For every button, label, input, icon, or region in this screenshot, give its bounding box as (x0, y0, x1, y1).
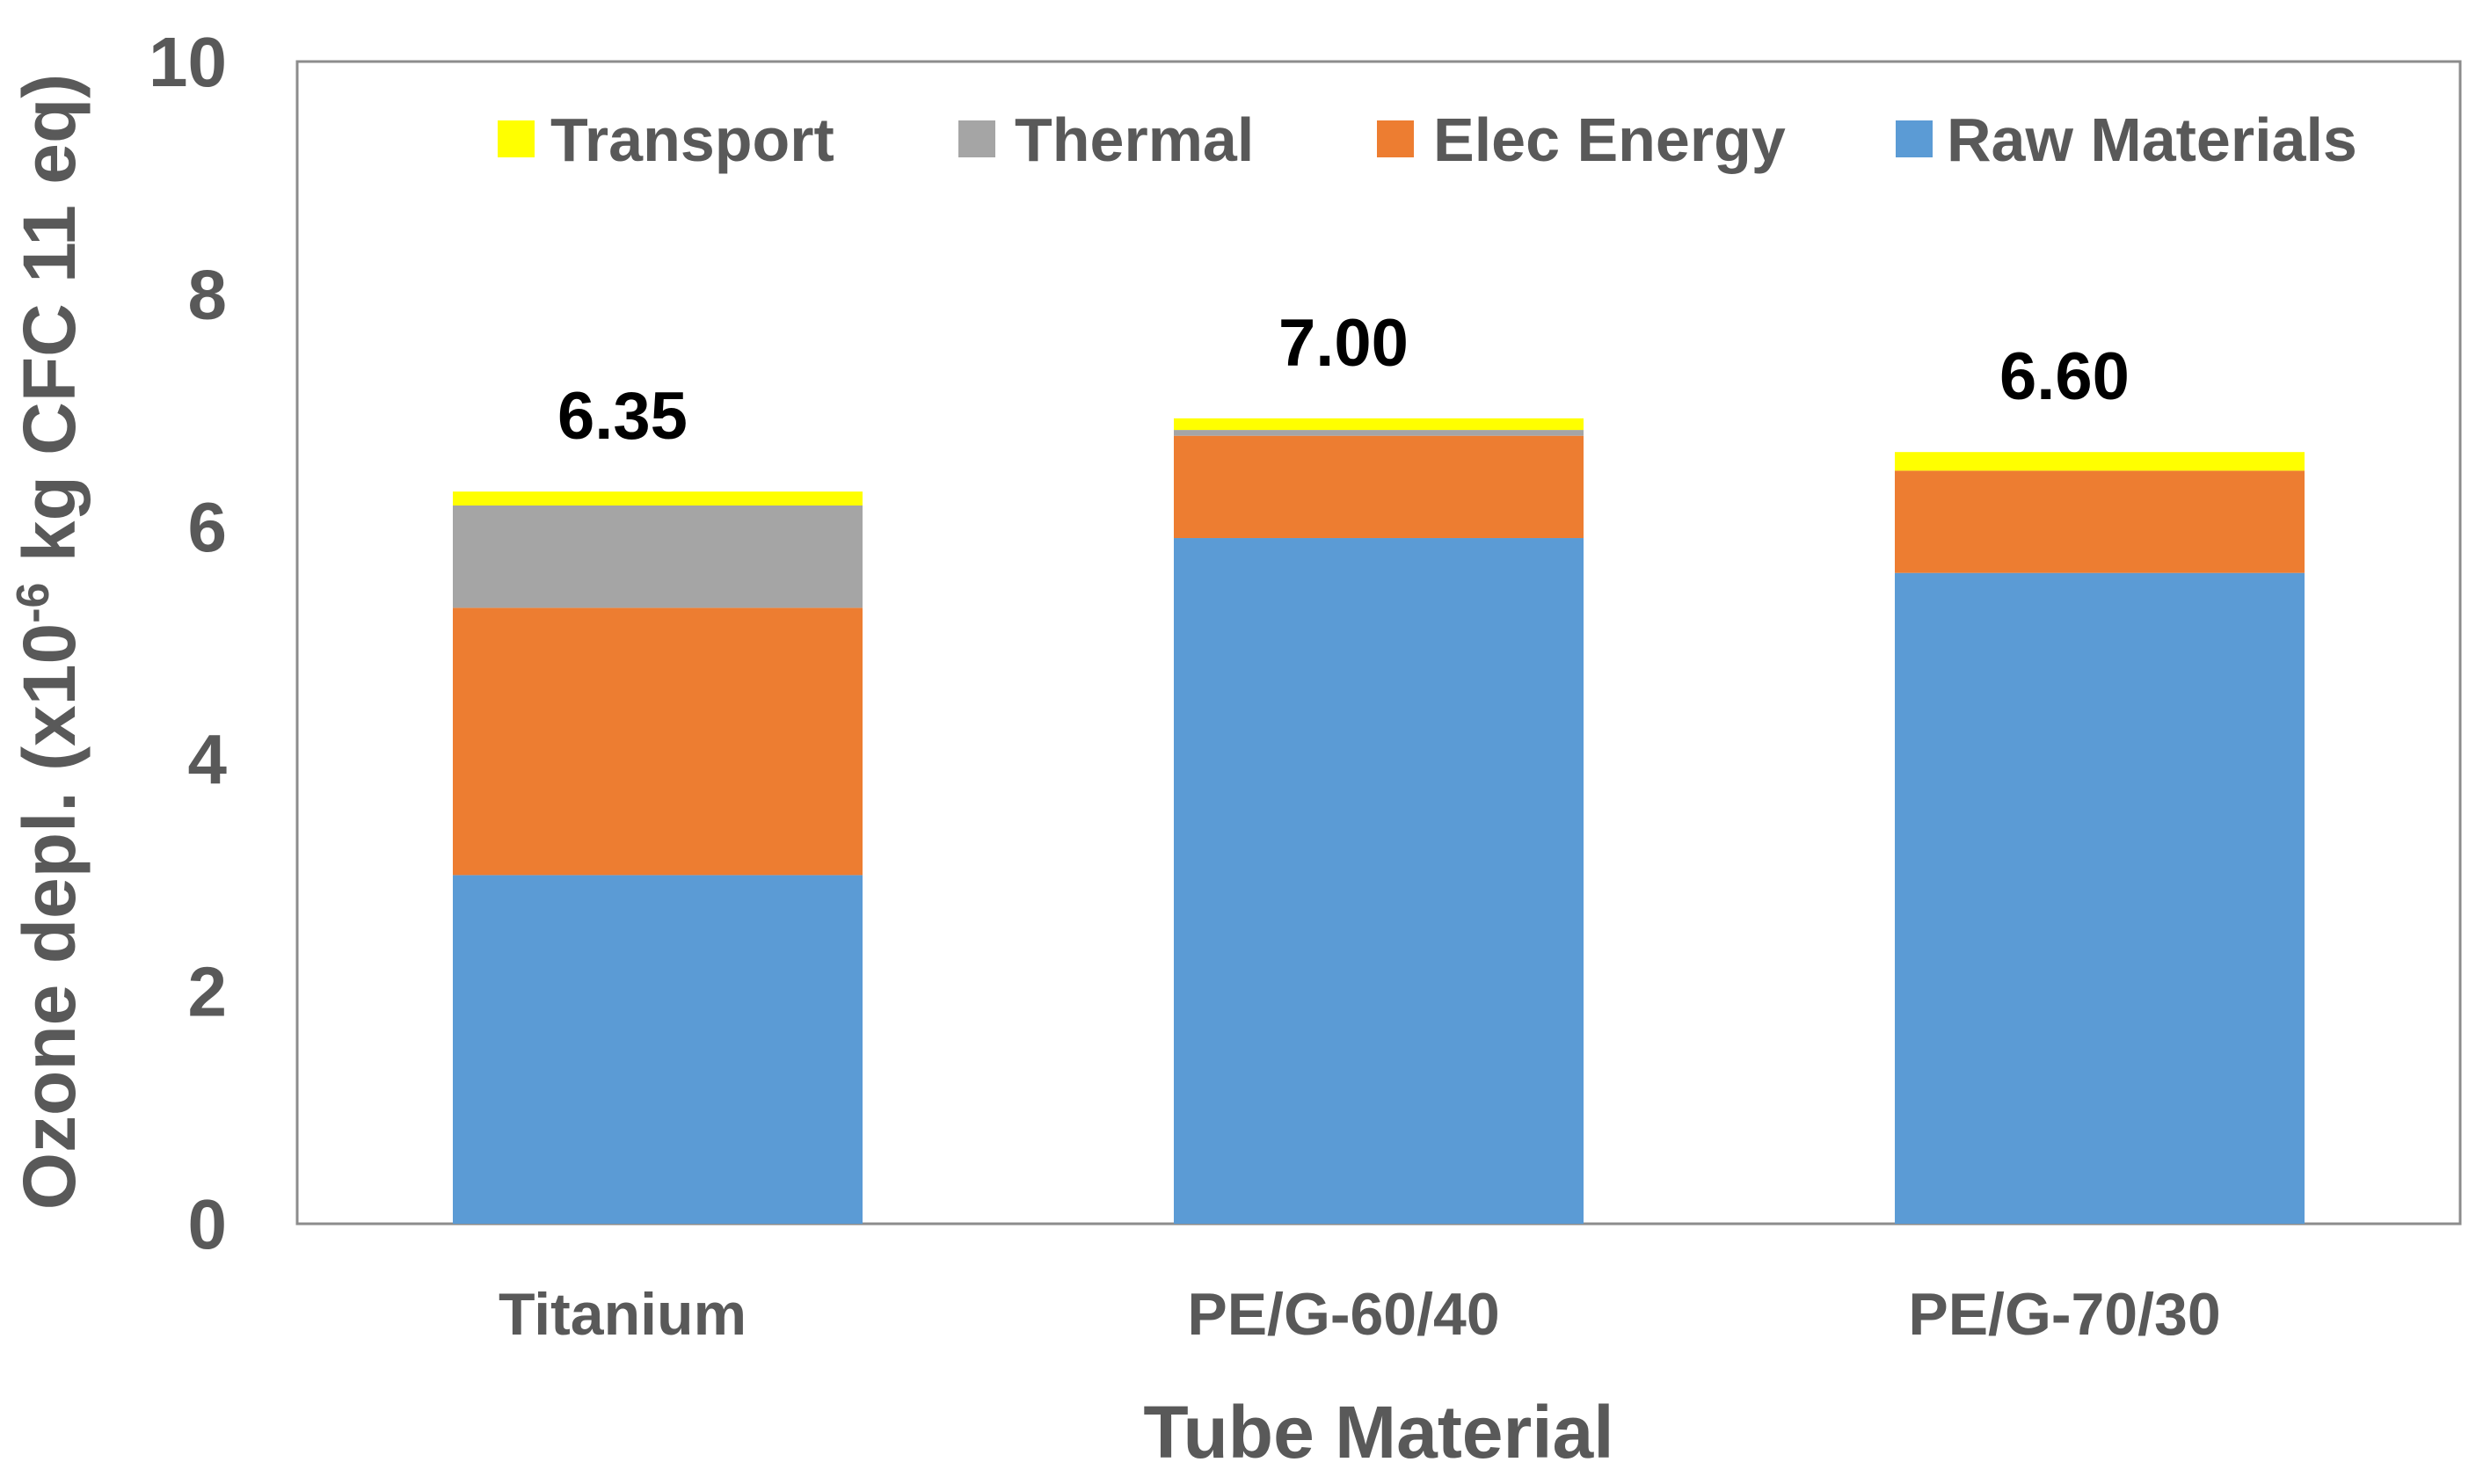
bar-total-label: 6.35 (557, 379, 688, 454)
x-category-label: Titanium (499, 1281, 746, 1348)
y-axis-title-main: Ozone depl. (x10 (8, 623, 91, 1211)
bar-segment-thermal (453, 506, 863, 608)
y-tick-label: 0 (188, 1185, 228, 1263)
legend: Transport Thermal Elec Energy Raw Materials (498, 105, 2357, 174)
y-axis-title-superscript: -6 (8, 583, 59, 623)
legend-label-transport: Transport (550, 105, 834, 174)
y-axis-ticks: 0 2 4 6 8 10 (149, 23, 227, 1263)
bar-segment-raw-materials (1895, 572, 2305, 1224)
bar-total-label: 6.60 (1999, 339, 2130, 414)
bar-segment-raw-materials (453, 875, 863, 1224)
y-axis-title-rest: kg CFC 11 eq) (8, 74, 91, 583)
legend-swatch-elec-energy (1377, 120, 1414, 157)
y-axis-title: Ozone depl. (x10-6 kg CFC 11 eq) (8, 74, 91, 1211)
y-tick-label: 4 (188, 720, 228, 798)
legend-swatch-transport (498, 120, 535, 157)
totals-layer: 6.35 7.00 6.60 (557, 306, 2130, 454)
x-category-label: PE/G-60/40 (1187, 1281, 1499, 1348)
x-axis-title: Tube Material (1143, 1391, 1613, 1473)
y-tick-label: 8 (188, 255, 228, 333)
y-tick-label: 2 (188, 953, 228, 1031)
y-tick-label: 6 (188, 488, 228, 566)
y-tick-label: 10 (149, 23, 227, 101)
bar-segment-raw-materials (1174, 538, 1584, 1224)
bar-segment-thermal (1174, 430, 1584, 436)
bar-segment-transport (1174, 418, 1584, 431)
bar-segment-transport (453, 491, 863, 506)
bar-total-label: 7.00 (1278, 306, 1409, 381)
x-axis-categories: Titanium PE/G-60/40 PE/G-70/30 (499, 1281, 2221, 1348)
bar-segment-elec-energy (1174, 435, 1584, 539)
legend-swatch-thermal (958, 120, 995, 157)
legend-label-thermal: Thermal (1015, 105, 1254, 174)
legend-swatch-raw-materials (1896, 120, 1933, 157)
bar-segment-transport (1895, 452, 2305, 471)
bar-segment-elec-energy (453, 607, 863, 876)
legend-label-raw-materials: Raw Materials (1947, 105, 2357, 174)
legend-label-elec-energy: Elec Energy (1433, 105, 1786, 174)
bars-layer (453, 418, 2305, 1224)
bar-segment-elec-energy (1895, 470, 2305, 573)
x-category-label: PE/G-70/30 (1908, 1281, 2220, 1348)
